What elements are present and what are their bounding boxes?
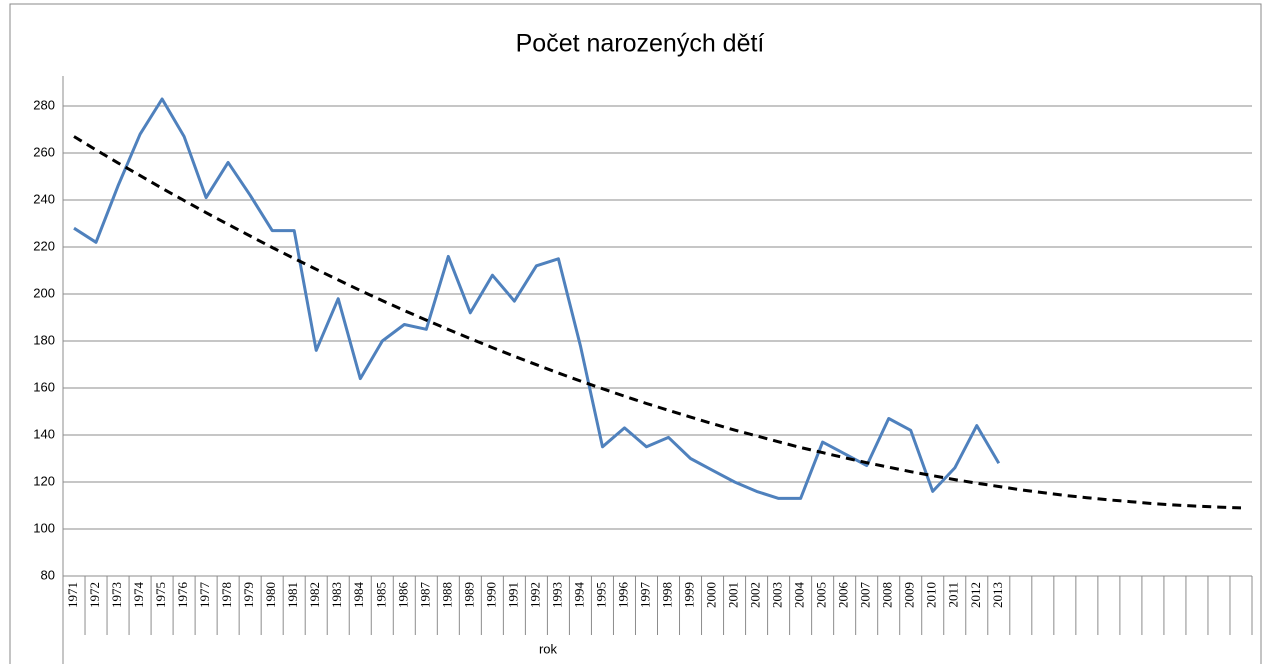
- x-tick-label: 1983: [329, 582, 344, 608]
- x-tick-label: 2010: [924, 582, 939, 608]
- y-tick-label: 160: [33, 379, 55, 394]
- x-tick-label: 1974: [131, 582, 146, 609]
- data-line: [73, 97, 1001, 500]
- x-tick-label: 1980: [263, 582, 278, 608]
- x-tick-label: 2004: [792, 582, 807, 609]
- x-tick-label: 1991: [505, 582, 520, 608]
- y-tick-label: 180: [33, 332, 55, 347]
- x-tick-label: 1978: [219, 582, 234, 608]
- x-tick-label: 1987: [417, 582, 432, 609]
- x-tick-label: 1984: [351, 582, 366, 609]
- x-tick-label: 1972: [87, 582, 102, 608]
- x-tick-label: 1982: [307, 582, 322, 608]
- x-tick-label: 2001: [726, 582, 741, 608]
- y-tick-label: 260: [33, 144, 55, 159]
- x-tick-label: 1993: [549, 582, 564, 608]
- x-tick-label: 1979: [241, 582, 256, 608]
- chart-border: [9, 3, 1262, 664]
- x-tick-label: 2009: [902, 582, 917, 608]
- x-tick-label: 1995: [593, 582, 608, 608]
- x-tick-label: 2006: [836, 582, 851, 609]
- x-tick-label: 1999: [682, 582, 697, 608]
- x-axis-label: rok: [539, 641, 558, 656]
- x-tick-label: 1994: [571, 582, 586, 609]
- x-tick-label: 1992: [527, 582, 542, 608]
- y-tick-label: 120: [33, 473, 55, 488]
- x-tick-label: 1975: [153, 582, 168, 608]
- y-tick-label: 240: [33, 191, 55, 206]
- x-tick-label: 1981: [285, 582, 300, 608]
- x-tick-label: 2005: [814, 582, 829, 608]
- y-tick-label: 220: [33, 238, 55, 253]
- trend-line: [73, 135, 1242, 510]
- x-tick-label: 1998: [659, 582, 674, 608]
- x-tick-label: 1977: [197, 582, 212, 609]
- x-tick-label: 2002: [748, 582, 763, 608]
- chart-title: Počet narozených dětí: [516, 30, 765, 58]
- x-tick-label: 2012: [968, 582, 983, 608]
- y-tick-label: 80: [41, 567, 55, 582]
- x-tick-label: 2008: [880, 582, 895, 608]
- x-tick-label: 2013: [990, 582, 1005, 608]
- y-tick-label: 140: [33, 426, 55, 441]
- x-tick-label: 1997: [637, 582, 652, 609]
- x-tick-label: 1976: [175, 582, 190, 609]
- y-tick-label: 200: [33, 285, 55, 300]
- y-tick-label: 100: [33, 520, 55, 535]
- x-tick-label: 1985: [373, 582, 388, 608]
- x-tick-label: 1971: [65, 582, 80, 608]
- x-tick-label: 1988: [439, 582, 454, 608]
- x-tick-label: 2007: [858, 582, 873, 609]
- x-tick-label: 2011: [946, 582, 961, 608]
- x-tick-label: 1973: [109, 582, 124, 608]
- x-tick-label: 1989: [461, 582, 476, 608]
- x-tick-label: 1986: [395, 582, 410, 609]
- x-tick-label: 1996: [615, 582, 630, 609]
- x-tick-label: 1990: [483, 582, 498, 608]
- x-tick-label: 2000: [704, 582, 719, 608]
- y-tick-label: 280: [33, 97, 55, 112]
- x-tick-label: 2003: [770, 582, 785, 608]
